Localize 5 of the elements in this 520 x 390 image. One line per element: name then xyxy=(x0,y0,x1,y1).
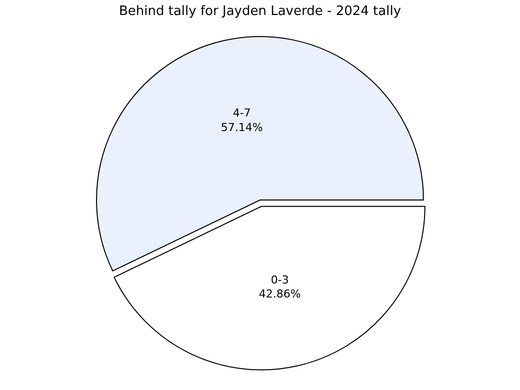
slice-label: 0-3 xyxy=(270,273,289,286)
chart-title: Behind tally for Jayden Laverde - 2024 tally xyxy=(118,4,402,19)
data-label: 42.86% xyxy=(258,288,301,301)
slice-label: 4-7 xyxy=(232,106,251,120)
data-label: 57.14% xyxy=(220,120,263,134)
